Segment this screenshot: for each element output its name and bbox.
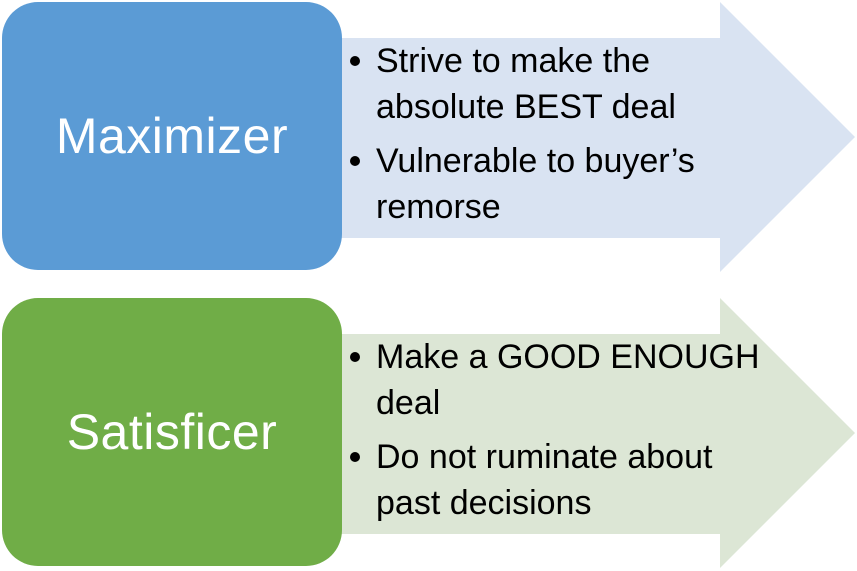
- bullet-text: Strive to make the absolute BEST deal: [376, 42, 676, 126]
- bullet-dot-icon: [350, 352, 360, 362]
- maximizer-arrow-shape: [320, 2, 855, 272]
- bullet-dot-icon: [350, 56, 360, 66]
- list-item: Make a GOOD ENOUGH deal: [346, 334, 766, 426]
- satisficer-arrow-shape: [320, 298, 855, 568]
- maximizer-box: Maximizer: [2, 2, 342, 270]
- bullet-dot-icon: [350, 156, 360, 166]
- satisficer-arrow: [320, 298, 855, 568]
- satisficer-label: Satisficer: [66, 404, 278, 460]
- bullet-text: Make a GOOD ENOUGH deal: [376, 338, 760, 422]
- bullet-dot-icon: [350, 452, 360, 462]
- satisficer-box: Satisficer: [2, 298, 342, 566]
- maximizer-bullet-list: Strive to make the absolute BEST deal Vu…: [346, 38, 766, 238]
- bullet-text: Vulnerable to buyer’s remorse: [376, 142, 695, 226]
- satisficer-row: Satisficer Make a GOOD ENOUGH deal Do no…: [0, 296, 857, 571]
- list-item: Vulnerable to buyer’s remorse: [346, 138, 766, 230]
- maximizer-label: Maximizer: [55, 108, 289, 164]
- list-item: Do not ruminate about past decisions: [346, 434, 766, 526]
- list-item: Strive to make the absolute BEST deal: [346, 38, 766, 130]
- satisficer-bullet-list: Make a GOOD ENOUGH deal Do not ruminate …: [346, 334, 766, 534]
- maximizer-arrow: [320, 2, 855, 272]
- bullet-text: Do not ruminate about past decisions: [376, 438, 713, 522]
- maximizer-row: Maximizer Strive to make the absolute BE…: [0, 0, 857, 275]
